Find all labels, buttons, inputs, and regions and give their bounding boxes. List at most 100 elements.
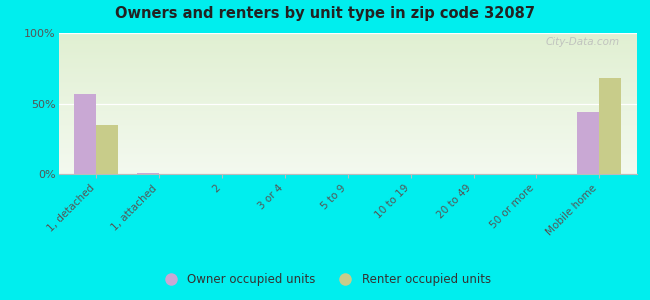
Bar xyxy=(58,69,637,70)
Text: Owners and renters by unit type in zip code 32087: Owners and renters by unit type in zip c… xyxy=(115,6,535,21)
Bar xyxy=(58,134,637,135)
Bar xyxy=(58,129,637,130)
Bar xyxy=(58,132,637,133)
Bar xyxy=(577,112,599,174)
Bar xyxy=(58,144,637,145)
Bar xyxy=(58,116,637,117)
Bar xyxy=(74,94,96,174)
Bar xyxy=(599,78,621,174)
Bar xyxy=(58,89,637,90)
Bar xyxy=(58,163,637,164)
Bar xyxy=(58,130,637,131)
Bar xyxy=(58,51,637,52)
Bar xyxy=(58,34,637,35)
Bar xyxy=(58,118,637,119)
Bar xyxy=(58,41,637,42)
Bar xyxy=(58,82,637,83)
Bar xyxy=(58,64,637,65)
Bar xyxy=(58,76,637,77)
Bar xyxy=(58,157,637,158)
Bar xyxy=(58,147,637,148)
Bar xyxy=(58,46,637,47)
Bar xyxy=(58,128,637,129)
Bar xyxy=(58,173,637,174)
Bar xyxy=(58,123,637,124)
Bar xyxy=(58,114,637,115)
Bar xyxy=(58,107,637,108)
Bar xyxy=(58,45,637,46)
Bar xyxy=(58,145,637,146)
Bar xyxy=(58,90,637,91)
Bar xyxy=(58,162,637,163)
Bar xyxy=(58,40,637,41)
Bar xyxy=(58,169,637,170)
Bar xyxy=(58,120,637,121)
Bar xyxy=(58,78,637,79)
Bar xyxy=(58,109,637,110)
Bar xyxy=(58,117,637,118)
Bar xyxy=(58,143,637,144)
Bar xyxy=(58,71,637,72)
Bar xyxy=(58,153,637,154)
Bar xyxy=(58,140,637,141)
Bar xyxy=(58,84,637,85)
Bar xyxy=(58,112,637,113)
Bar xyxy=(58,68,637,69)
Bar xyxy=(58,88,637,89)
Bar xyxy=(58,44,637,45)
Bar xyxy=(58,54,637,55)
Bar xyxy=(58,47,637,48)
Bar xyxy=(58,139,637,140)
Bar xyxy=(58,93,637,94)
Bar xyxy=(58,72,637,73)
Bar xyxy=(58,48,637,49)
Bar xyxy=(58,56,637,57)
Bar xyxy=(58,158,637,159)
Bar xyxy=(58,102,637,103)
Bar xyxy=(58,125,637,126)
Bar xyxy=(58,141,637,142)
Bar xyxy=(58,77,637,78)
Bar xyxy=(58,110,637,111)
Bar xyxy=(58,155,637,156)
Bar xyxy=(58,151,637,152)
Bar xyxy=(58,85,637,86)
Bar xyxy=(58,50,637,51)
Bar xyxy=(58,63,637,64)
Bar xyxy=(58,160,637,161)
Bar xyxy=(58,156,637,157)
Bar xyxy=(58,138,637,139)
Bar xyxy=(58,53,637,54)
Bar xyxy=(58,124,637,125)
Legend: Owner occupied units, Renter occupied units: Owner occupied units, Renter occupied un… xyxy=(154,269,496,291)
Bar xyxy=(58,60,637,61)
Bar xyxy=(58,103,637,104)
Bar xyxy=(58,122,637,123)
Bar xyxy=(58,65,637,66)
Bar xyxy=(58,126,637,127)
Bar xyxy=(58,95,637,96)
Bar xyxy=(58,111,637,112)
Bar xyxy=(58,148,637,149)
Bar xyxy=(58,172,637,173)
Bar xyxy=(58,161,637,162)
Bar xyxy=(58,66,637,67)
Bar xyxy=(58,170,637,171)
Bar xyxy=(58,154,637,155)
Bar xyxy=(58,39,637,40)
Bar xyxy=(58,67,637,68)
Bar xyxy=(58,55,637,56)
Bar xyxy=(58,49,637,50)
Bar xyxy=(58,94,637,95)
Bar xyxy=(58,149,637,150)
Bar xyxy=(58,97,637,98)
Bar xyxy=(58,58,637,59)
Bar xyxy=(58,80,637,81)
Bar xyxy=(137,172,159,174)
Bar xyxy=(58,81,637,82)
Bar xyxy=(58,98,637,99)
Bar xyxy=(58,43,637,44)
Bar xyxy=(58,167,637,168)
Bar xyxy=(58,57,637,58)
Bar xyxy=(58,62,637,63)
